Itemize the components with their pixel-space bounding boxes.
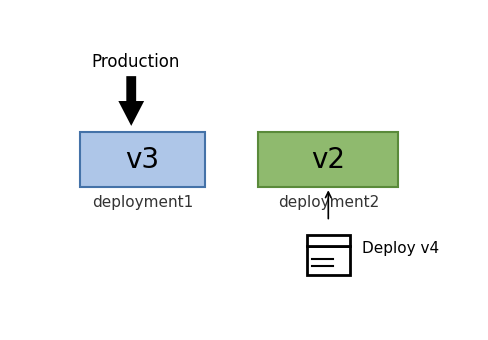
FancyBboxPatch shape — [80, 132, 205, 187]
Text: v3: v3 — [125, 146, 160, 174]
Text: Deploy v4: Deploy v4 — [362, 241, 439, 256]
FancyBboxPatch shape — [258, 132, 398, 187]
FancyBboxPatch shape — [306, 235, 349, 246]
FancyBboxPatch shape — [306, 246, 349, 275]
Text: Production: Production — [91, 53, 180, 71]
Text: deployment1: deployment1 — [92, 195, 193, 210]
Polygon shape — [118, 76, 144, 126]
Text: v2: v2 — [311, 146, 345, 174]
Text: deployment2: deployment2 — [277, 195, 378, 210]
